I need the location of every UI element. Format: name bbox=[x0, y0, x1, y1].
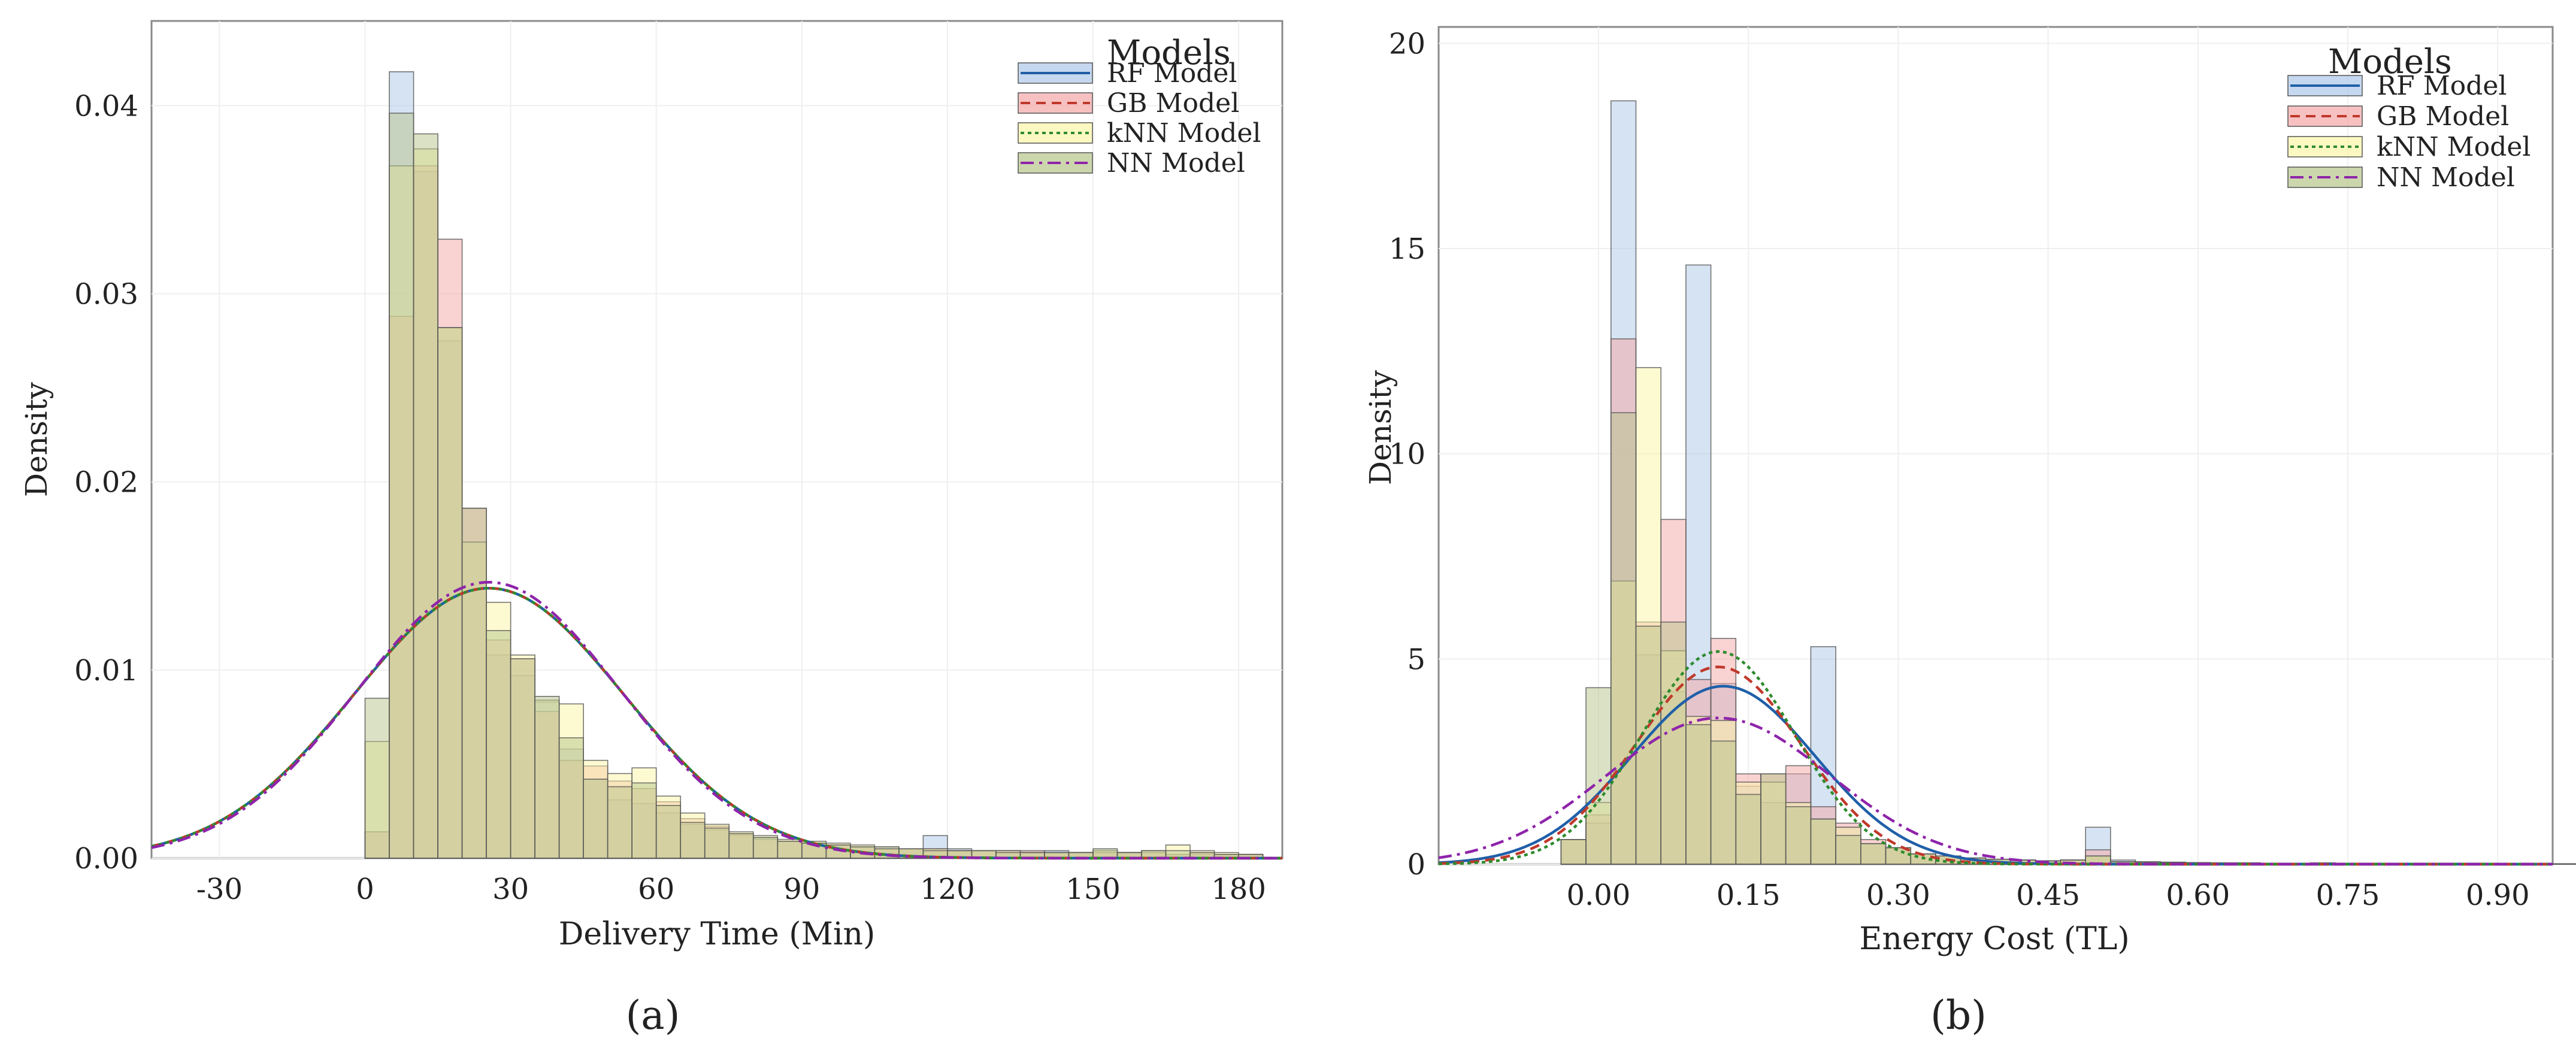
x-tick-label: 60 bbox=[638, 873, 674, 906]
histogram-bar bbox=[1810, 818, 1836, 865]
histogram-bar bbox=[1660, 621, 1687, 865]
histogram-bar bbox=[1710, 740, 1737, 865]
x-tick-label: 0.00 bbox=[1566, 879, 1630, 912]
y-tick-label: 0.01 bbox=[74, 654, 138, 688]
histogram-bar bbox=[413, 133, 438, 859]
histogram-bar bbox=[1092, 848, 1118, 859]
panel-b-x-ticks: 0.00 0.15 0.30 0.45 0.60 0.75 0.90 bbox=[1566, 879, 2529, 912]
legend-label: kNN Model bbox=[2377, 132, 2530, 162]
x-tick-label: 0.30 bbox=[1866, 879, 1930, 912]
x-tick-label: 0.75 bbox=[2316, 879, 2380, 912]
histogram-bar bbox=[461, 507, 487, 859]
histogram-bar bbox=[437, 327, 463, 859]
histogram-bar bbox=[777, 840, 803, 859]
y-tick-label: 20 bbox=[1389, 27, 1425, 60]
histogram-bar bbox=[486, 630, 511, 859]
y-tick-label: 0.00 bbox=[74, 842, 138, 876]
histogram-bar bbox=[1835, 835, 1861, 865]
histogram-bar bbox=[680, 822, 706, 859]
x-tick-label: 150 bbox=[1065, 873, 1121, 906]
x-tick-label: 30 bbox=[492, 873, 529, 906]
legend-label: RF Model bbox=[2377, 71, 2507, 101]
legend-label: GB Model bbox=[1107, 88, 1239, 119]
y-tick-label: 0.02 bbox=[74, 466, 138, 499]
histogram-bar bbox=[631, 782, 657, 859]
histogram-bar bbox=[1760, 773, 1787, 865]
panel-b-bars bbox=[1560, 100, 2576, 865]
y-tick-label: 0.04 bbox=[74, 89, 138, 123]
panel-a-legend-title: Models bbox=[1107, 34, 1231, 72]
fit-curve-knn-model bbox=[151, 586, 1282, 860]
panel-a-plot-area bbox=[150, 20, 1284, 859]
x-tick-label: 90 bbox=[783, 873, 820, 906]
bar-series-nn-model bbox=[364, 113, 1264, 859]
legend-label: GB Model bbox=[2377, 101, 2509, 132]
legend-label: NN Model bbox=[2377, 162, 2515, 193]
legend-label: RF Model bbox=[1107, 58, 1237, 89]
panel-a-xlabel: Delivery Time (Min) bbox=[559, 916, 876, 952]
histogram-bar bbox=[607, 786, 632, 859]
histogram-bar bbox=[1860, 843, 1887, 865]
legend-label: NN Model bbox=[1107, 148, 1245, 178]
x-tick-label: 180 bbox=[1211, 873, 1266, 906]
histogram-bar bbox=[1785, 806, 1812, 865]
y-tick-label: 0 bbox=[1407, 848, 1425, 882]
x-tick-label: -30 bbox=[196, 873, 243, 906]
y-tick-label: 5 bbox=[1407, 643, 1425, 676]
histogram-bar bbox=[728, 833, 754, 859]
histogram-bar bbox=[752, 837, 779, 859]
panel-b-ylabel: Density bbox=[1363, 370, 1398, 485]
fit-curve-nn-model bbox=[1438, 716, 2553, 866]
legend-label: kNN Model bbox=[1107, 118, 1261, 149]
histogram-bar bbox=[1685, 724, 1712, 865]
histogram-bar bbox=[364, 698, 390, 859]
x-tick-label: 0.15 bbox=[1717, 879, 1781, 912]
panel-b-energy-cost: 0 5 10 15 20 0.00 0.15 0.30 0.45 0.60 0.75 0.90 De… bbox=[1363, 26, 2576, 1038]
histogram-bar bbox=[655, 805, 682, 859]
panel-b-xlabel: Energy Cost (TL) bbox=[1859, 921, 2129, 957]
y-tick-label: 10 bbox=[1389, 438, 1425, 471]
panel-a-ylabel: Density bbox=[19, 381, 54, 497]
histogram-bar bbox=[389, 113, 414, 859]
panel-a-bars bbox=[364, 71, 1264, 859]
panel-a-fit-curves bbox=[151, 580, 1282, 860]
panel-a-y-ticks: 0.00 0.01 0.02 0.03 0.04 bbox=[74, 89, 138, 876]
y-tick-label: 15 bbox=[1389, 232, 1425, 266]
fit-curve-nn-model bbox=[151, 580, 1282, 860]
x-tick-label: 0.45 bbox=[2016, 879, 2080, 912]
histogram-bar bbox=[1560, 839, 1587, 865]
panel-b-legend-title: Models bbox=[2328, 43, 2452, 81]
histogram-bar bbox=[583, 779, 609, 859]
panel-a-delivery-time: 0.00 0.01 0.02 0.03 0.04 -30 0 30 60 90 120 150 180… bbox=[19, 20, 1284, 1038]
histogram-bar bbox=[510, 658, 535, 859]
panel-a-label: (a) bbox=[626, 992, 680, 1038]
histogram-bar bbox=[704, 827, 730, 859]
panel-b-label: (b) bbox=[1930, 992, 1987, 1038]
histogram-bar bbox=[534, 696, 560, 859]
histogram-bar bbox=[558, 737, 584, 859]
x-tick-label: 120 bbox=[920, 873, 975, 906]
panel-a-x-ticks: -30 0 30 60 90 120 150 180 bbox=[196, 873, 1266, 906]
panel-b-fit-curves bbox=[1438, 650, 2553, 866]
histogram-bar bbox=[1610, 412, 1637, 865]
panel-b-y-ticks: 0 5 10 15 20 bbox=[1389, 27, 1425, 882]
y-tick-label: 0.03 bbox=[74, 278, 138, 311]
histogram-bar bbox=[1735, 794, 1761, 865]
x-tick-label: 0 bbox=[356, 873, 374, 906]
x-tick-label: 0.90 bbox=[2466, 879, 2530, 912]
x-tick-label: 0.60 bbox=[2166, 879, 2230, 912]
